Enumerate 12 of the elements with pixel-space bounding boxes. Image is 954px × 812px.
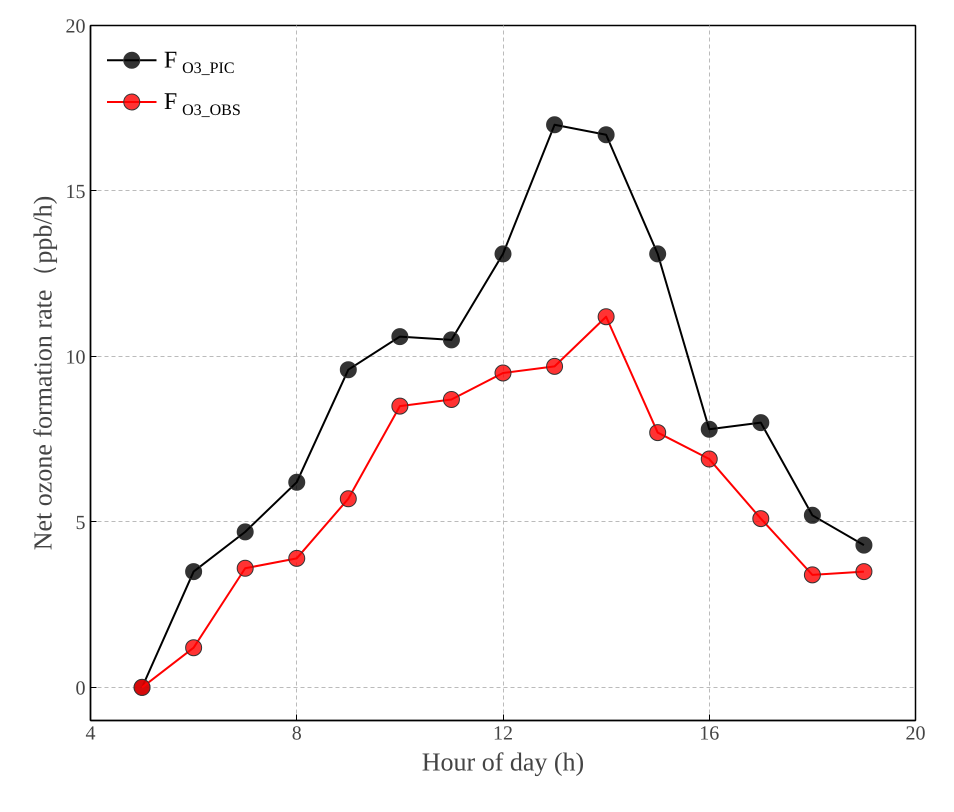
x-axis-title: Hour of day (h) — [422, 748, 584, 776]
y-axis-title: Net ozone formation rate（ppb/h) — [28, 196, 58, 550]
y-tick-label: 0 — [76, 677, 86, 700]
y-tick-label: 10 — [66, 346, 86, 368]
x-tick-label: 4 — [86, 722, 96, 744]
y-tick-label: 5 — [76, 512, 86, 534]
y-tick-label: 15 — [66, 180, 86, 203]
x-tick-label: 16 — [699, 722, 720, 744]
y-tick-label: 20 — [66, 16, 86, 38]
x-tick-label: 12 — [493, 722, 513, 744]
x-tick-label: 8 — [292, 722, 302, 744]
x-tick-label: 20 — [906, 722, 926, 744]
